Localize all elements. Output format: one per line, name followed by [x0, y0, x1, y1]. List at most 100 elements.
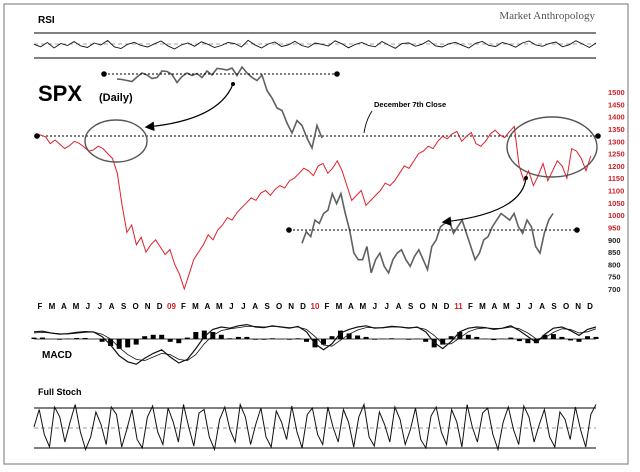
x-tick-label: N — [145, 302, 151, 311]
macd-histogram-bar — [142, 336, 148, 339]
highlight-ellipse-left — [84, 119, 148, 163]
macd-histogram-bar — [201, 330, 207, 339]
chart-frame — [3, 3, 629, 465]
macd-histogram-bar — [82, 338, 88, 339]
x-tick-label: D — [157, 302, 163, 311]
macd-histogram-bar — [57, 339, 62, 340]
x-tick-label: A — [348, 302, 354, 311]
macd-histogram-bar — [287, 339, 292, 340]
y-tick-label: 1450 — [608, 100, 625, 109]
macd-histogram-bar — [108, 339, 114, 346]
macd-histogram-bar — [184, 337, 190, 339]
stoch-panel: Full Stoch — [33, 387, 597, 452]
macd-histogram-bar — [133, 339, 139, 345]
spx-price-line — [35, 125, 592, 291]
macd-histogram-bar — [150, 334, 156, 339]
x-tick-label: F — [325, 302, 330, 311]
price-axis: 1500 1450 1400 1350 1300 1250 1200 1150 1100 1050… — [608, 88, 625, 294]
macd-histogram-bar — [193, 332, 199, 339]
macd-histogram-bar — [423, 339, 429, 342]
x-tick-label: A — [61, 302, 67, 311]
x-tick-label: J — [384, 302, 388, 311]
x-tick-label: J — [229, 302, 233, 311]
y-tick-label: 1000 — [608, 211, 625, 220]
macd-histogram-bar — [125, 339, 131, 348]
x-tick-label: M — [192, 302, 199, 311]
x-tick-label: J — [98, 302, 102, 311]
overlay-top-left-dot — [101, 71, 107, 77]
y-tick-label: 700 — [608, 285, 621, 294]
macd-panel: MACD — [31, 323, 599, 365]
x-tick-label: J — [516, 302, 520, 311]
macd-histogram-bar — [406, 339, 412, 340]
x-tick-label: M — [336, 302, 343, 311]
macd-histogram-bar — [218, 334, 224, 339]
macd-histogram-bar — [227, 338, 233, 339]
macd-histogram-bar — [508, 337, 514, 339]
macd-histogram-bar — [295, 338, 301, 339]
x-tick-label: F — [468, 302, 473, 311]
macd-histogram-bar — [525, 339, 531, 344]
x-tick-label: S — [551, 302, 557, 311]
macd-histogram-bar — [252, 339, 258, 340]
macd-histogram-bar — [568, 339, 573, 341]
macd-histogram-bar — [269, 338, 275, 339]
macd-histogram-bar — [321, 339, 326, 345]
chart-subtitle: (Daily) — [99, 92, 133, 104]
x-tick-label: D — [444, 302, 450, 311]
x-tick-label: M — [49, 302, 56, 311]
macd-histogram-bar — [516, 339, 522, 342]
y-tick-label: 950 — [608, 223, 621, 232]
macd-histogram-bar — [31, 337, 37, 339]
x-tick-label: A — [252, 302, 258, 311]
macd-histogram-bar — [593, 336, 599, 339]
macd-histogram-bar — [585, 336, 590, 339]
macd-histogram-bar — [576, 339, 582, 342]
stoch-label: Full Stoch — [38, 387, 82, 397]
reference-left-dot — [34, 133, 40, 139]
macd-histogram-bar — [372, 339, 378, 340]
y-tick-label: 1250 — [608, 150, 625, 159]
x-tick-label: 09 — [167, 302, 176, 311]
x-tick-label: N — [432, 302, 438, 311]
x-tick-label: A — [396, 302, 402, 311]
reference-right-dot — [595, 133, 601, 139]
x-tick-label: O — [563, 302, 569, 311]
x-tick-label: M — [73, 302, 80, 311]
macd-histogram-bar — [542, 334, 548, 339]
overlay-bottom-left-dot — [286, 227, 292, 233]
y-tick-label: 1400 — [608, 113, 625, 122]
x-tick-label: M — [359, 302, 366, 311]
rsi-panel: RSI — [33, 15, 597, 59]
x-tick-label: M — [216, 302, 223, 311]
overlay-top-right-dot — [334, 71, 340, 77]
macd-histogram-bar — [235, 336, 241, 339]
x-tick-label: F — [38, 302, 43, 311]
x-tick-label: O — [419, 302, 425, 311]
macd-histogram-bar — [74, 338, 80, 339]
arrow-to-left-ellipse — [144, 83, 234, 132]
macd-histogram-bar — [338, 330, 343, 339]
y-tick-label: 1150 — [608, 174, 624, 183]
x-tick-label: M — [503, 302, 510, 311]
macd-histogram-bar — [176, 339, 182, 344]
rsi-line — [33, 39, 597, 50]
rsi-label: RSI — [38, 15, 55, 26]
macd-histogram-bar — [389, 338, 395, 339]
x-tick-label: F — [181, 302, 186, 311]
x-tick-label: J — [373, 302, 377, 311]
macd-histogram-bar — [491, 339, 497, 341]
x-tick-label: J — [86, 302, 90, 311]
x-tick-label: S — [265, 302, 271, 311]
x-tick-label: 10 — [311, 302, 320, 311]
y-tick-label: 1100 — [608, 187, 624, 196]
macd-histogram-bar — [363, 336, 369, 339]
x-tick-label: S — [121, 302, 127, 311]
y-tick-label: 850 — [608, 248, 621, 257]
y-tick-label: 1050 — [608, 199, 625, 208]
overlay-top-segment — [116, 65, 323, 151]
x-tick-label: O — [276, 302, 282, 311]
x-tick-label: J — [528, 302, 532, 311]
x-tick-label: N — [288, 302, 294, 311]
